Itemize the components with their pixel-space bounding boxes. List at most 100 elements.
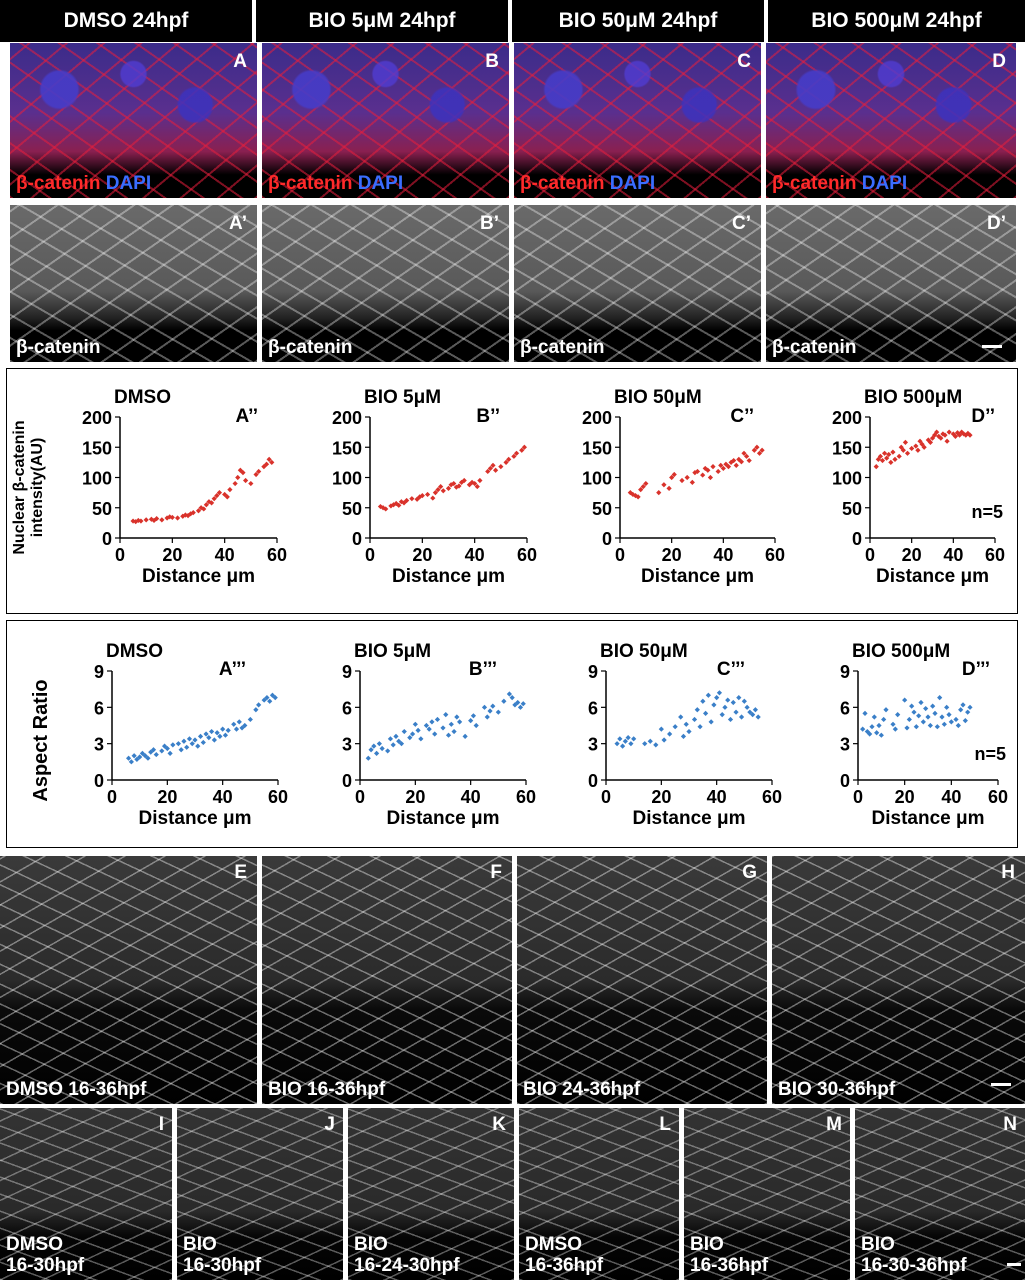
y-tick-label: 6 — [840, 698, 850, 718]
data-point — [705, 692, 711, 698]
data-point — [473, 722, 479, 729]
x-tick-label: 40 — [461, 787, 481, 807]
y-tick-label: 100 — [82, 469, 112, 489]
data-point — [454, 714, 460, 720]
data-point — [412, 721, 418, 727]
panel-label: BIO 16-36hpf — [690, 1234, 769, 1276]
data-point — [965, 709, 971, 715]
data-point — [466, 482, 473, 488]
data-point — [493, 467, 499, 473]
data-point — [946, 429, 952, 435]
data-point — [925, 437, 931, 443]
data-point — [240, 470, 246, 476]
x-tick-label: 20 — [412, 545, 432, 565]
data-point — [930, 703, 936, 709]
data-point — [904, 450, 911, 456]
data-point — [220, 726, 226, 732]
data-point — [892, 726, 898, 732]
data-point — [711, 702, 717, 708]
data-point — [368, 747, 374, 753]
data-point — [744, 704, 750, 710]
data-point — [409, 731, 416, 737]
x-tick-label: 20 — [895, 787, 915, 807]
y-tick-label: 3 — [840, 735, 850, 755]
data-point — [873, 464, 879, 470]
data-point — [877, 453, 884, 459]
x-axis-label: Distance μm — [139, 808, 252, 829]
data-point — [190, 509, 196, 516]
data-point — [638, 487, 644, 493]
chart-title: BIO 5μM — [364, 387, 441, 408]
x-tick-label: 20 — [902, 545, 922, 565]
data-point — [170, 742, 176, 748]
x-tick-label: 0 — [365, 545, 375, 565]
data-point — [434, 716, 441, 723]
chart-title: DMSO — [106, 641, 163, 662]
panel-e: E DMSO 16-36hpf — [0, 856, 257, 1104]
data-point — [752, 707, 758, 713]
data-point — [944, 438, 950, 444]
y-tick-label: 150 — [82, 438, 112, 458]
data-point — [407, 735, 413, 741]
data-point — [878, 732, 884, 738]
data-point — [440, 725, 446, 731]
data-point — [208, 500, 215, 506]
data-point — [143, 517, 149, 523]
panel-b-prime: B’ β-catenin — [262, 205, 509, 362]
panel-label: BIO 16-30-36hpf — [861, 1234, 967, 1276]
data-point — [913, 443, 919, 449]
data-point — [178, 747, 184, 753]
data-point — [700, 698, 706, 704]
data-point — [371, 743, 377, 749]
data-point — [451, 480, 457, 487]
data-point — [725, 464, 732, 470]
x-tick-label: 60 — [985, 545, 1005, 565]
y-tick-label: 200 — [332, 408, 362, 428]
data-point — [886, 451, 892, 458]
data-point — [519, 447, 525, 453]
data-point — [256, 702, 262, 708]
x-tick-label: 40 — [215, 545, 235, 565]
data-point — [393, 733, 399, 739]
panel-label: DMSO 16-36hpf — [6, 1079, 147, 1100]
x-tick-label: 60 — [517, 545, 537, 565]
panel-label: DMSO 16-36hpf — [525, 1234, 604, 1276]
data-point — [733, 709, 739, 715]
panel-letter: N — [1003, 1114, 1017, 1135]
data-point — [513, 450, 520, 456]
panel-letter: F — [490, 862, 502, 883]
data-point — [953, 716, 959, 723]
panel-label: DMSO 16-30hpf — [6, 1234, 85, 1276]
data-point — [708, 719, 714, 725]
data-point — [269, 459, 275, 465]
data-point — [169, 514, 175, 521]
data-point — [921, 444, 927, 450]
data-point — [159, 517, 165, 523]
data-point — [263, 461, 270, 467]
x-tick-label: 20 — [405, 787, 425, 807]
panel-d: D β-catenin DAPI — [766, 43, 1016, 198]
data-point — [267, 698, 273, 704]
data-point — [181, 738, 187, 744]
data-point — [445, 732, 452, 738]
data-point — [451, 728, 457, 735]
data-point — [875, 456, 881, 462]
x-tick-label: 60 — [988, 787, 1008, 807]
data-point — [506, 691, 512, 697]
data-point — [881, 716, 887, 723]
x-tick-label: 0 — [115, 545, 125, 565]
x-tick-label: 40 — [943, 545, 963, 565]
scatter-chart-0: 0 50 100 150 200 0 20 40 60 Distance μm DMSO A’’ Nuc… — [11, 387, 287, 587]
data-point — [435, 487, 441, 493]
data-point — [958, 707, 964, 713]
data-point — [963, 432, 969, 438]
panel-letter: I — [158, 1114, 164, 1135]
header-dmso: DMSO 24hpf — [0, 0, 252, 42]
data-point — [909, 445, 915, 452]
data-point — [955, 722, 961, 729]
data-point — [231, 721, 237, 727]
data-point — [390, 502, 397, 508]
x-tick-label: 20 — [662, 545, 682, 565]
data-point — [635, 494, 641, 500]
header-bio-500: BIO 500μM 24hpf — [768, 0, 1025, 42]
